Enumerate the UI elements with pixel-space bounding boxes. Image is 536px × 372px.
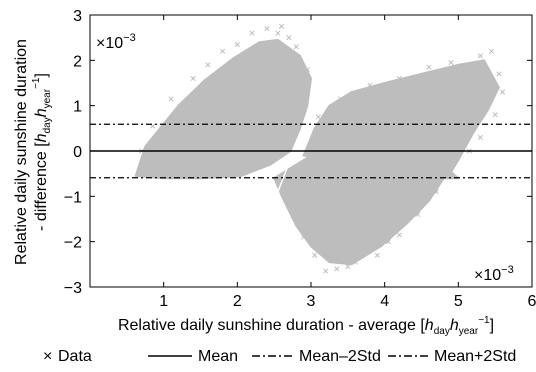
data-point-35	[304, 66, 310, 72]
reference-lines	[90, 123, 532, 179]
data-point-21	[433, 189, 439, 195]
data-point-32	[367, 82, 373, 88]
y-axis-multiplier: ×10−3	[96, 32, 136, 52]
data-point-26	[492, 112, 498, 118]
legend-data-marker: ×	[43, 348, 52, 365]
x-axis-label: Relative daily sunshine duration - avera…	[118, 315, 494, 337]
y-tick-label-1: −2	[64, 235, 82, 252]
data-point-34	[315, 114, 321, 120]
data-point-15	[312, 252, 318, 258]
data-point-13	[345, 264, 351, 270]
data-point-19	[396, 232, 402, 238]
data-point-18	[385, 239, 391, 245]
x-tick-label-5: 6	[528, 293, 536, 310]
y-axis-label: Relative daily sunshine duration - diffe…	[13, 39, 53, 265]
legend-mean-minus-2std-label: Mean–2Std	[299, 348, 381, 365]
data-point-2	[278, 23, 285, 29]
data-point-4	[234, 41, 240, 48]
data-point-23	[488, 48, 495, 54]
data-point-24	[496, 71, 502, 77]
x-tick-label-0: 1	[159, 293, 168, 310]
axis-ticks: 1 2 3 4 5 6 −3 −2 −1 0 1 2 3	[64, 8, 536, 310]
data-point-33	[337, 96, 344, 102]
legend-mean-plus-2std-label: Mean+2Std	[434, 348, 516, 365]
data-point-16	[301, 234, 307, 240]
data-point-0	[264, 26, 270, 32]
data-point-37	[286, 35, 292, 41]
data-point-36	[293, 44, 299, 50]
data-point-20	[415, 211, 421, 218]
data-point-12	[334, 266, 340, 272]
x-axis-multiplier: ×10−3	[474, 264, 514, 284]
data-point-8	[168, 96, 174, 102]
x-tick-label-3: 4	[380, 293, 389, 310]
y-axis-label-line1: Relative daily sunshine duration	[13, 39, 30, 265]
x-tick-label-2: 3	[307, 293, 316, 310]
data-point-3	[249, 30, 255, 36]
y-tick-label-5: 2	[73, 53, 82, 70]
y-tick-label-6: 3	[73, 8, 82, 25]
data-cloud-2	[302, 59, 500, 180]
legend-mean-label: Mean	[198, 348, 238, 365]
y-axis-label-line2: - difference [hdayhyear−1]	[31, 73, 53, 231]
x-tick-label-4: 5	[454, 293, 463, 310]
x-tick-label-1: 2	[233, 293, 242, 310]
data-point-6	[205, 62, 211, 68]
legend: × Data Mean Mean–2Std Mean+2Std	[43, 348, 516, 365]
data-point-5	[220, 48, 226, 54]
data-point-27	[477, 134, 483, 140]
scatter-points	[134, 23, 506, 274]
y-tick-label-0: −3	[64, 280, 82, 297]
legend-data-label: Data	[58, 348, 92, 365]
data-point-11	[323, 268, 329, 274]
data-point-31	[396, 75, 402, 82]
data-point-14	[352, 259, 358, 265]
data-point-1	[275, 30, 281, 36]
data-point-7	[190, 75, 196, 82]
data-cloud-0	[134, 38, 312, 180]
data-cloud-gap	[277, 134, 301, 193]
y-tick-label-3: 0	[73, 144, 82, 161]
y-tick-label-2: −1	[64, 189, 82, 206]
data-point-29	[448, 60, 454, 66]
y-tick-label-4: 1	[73, 99, 82, 116]
data-point-25	[499, 89, 506, 95]
data-point-30	[426, 64, 432, 70]
data-point-22	[477, 53, 483, 59]
data-point-17	[374, 252, 380, 258]
